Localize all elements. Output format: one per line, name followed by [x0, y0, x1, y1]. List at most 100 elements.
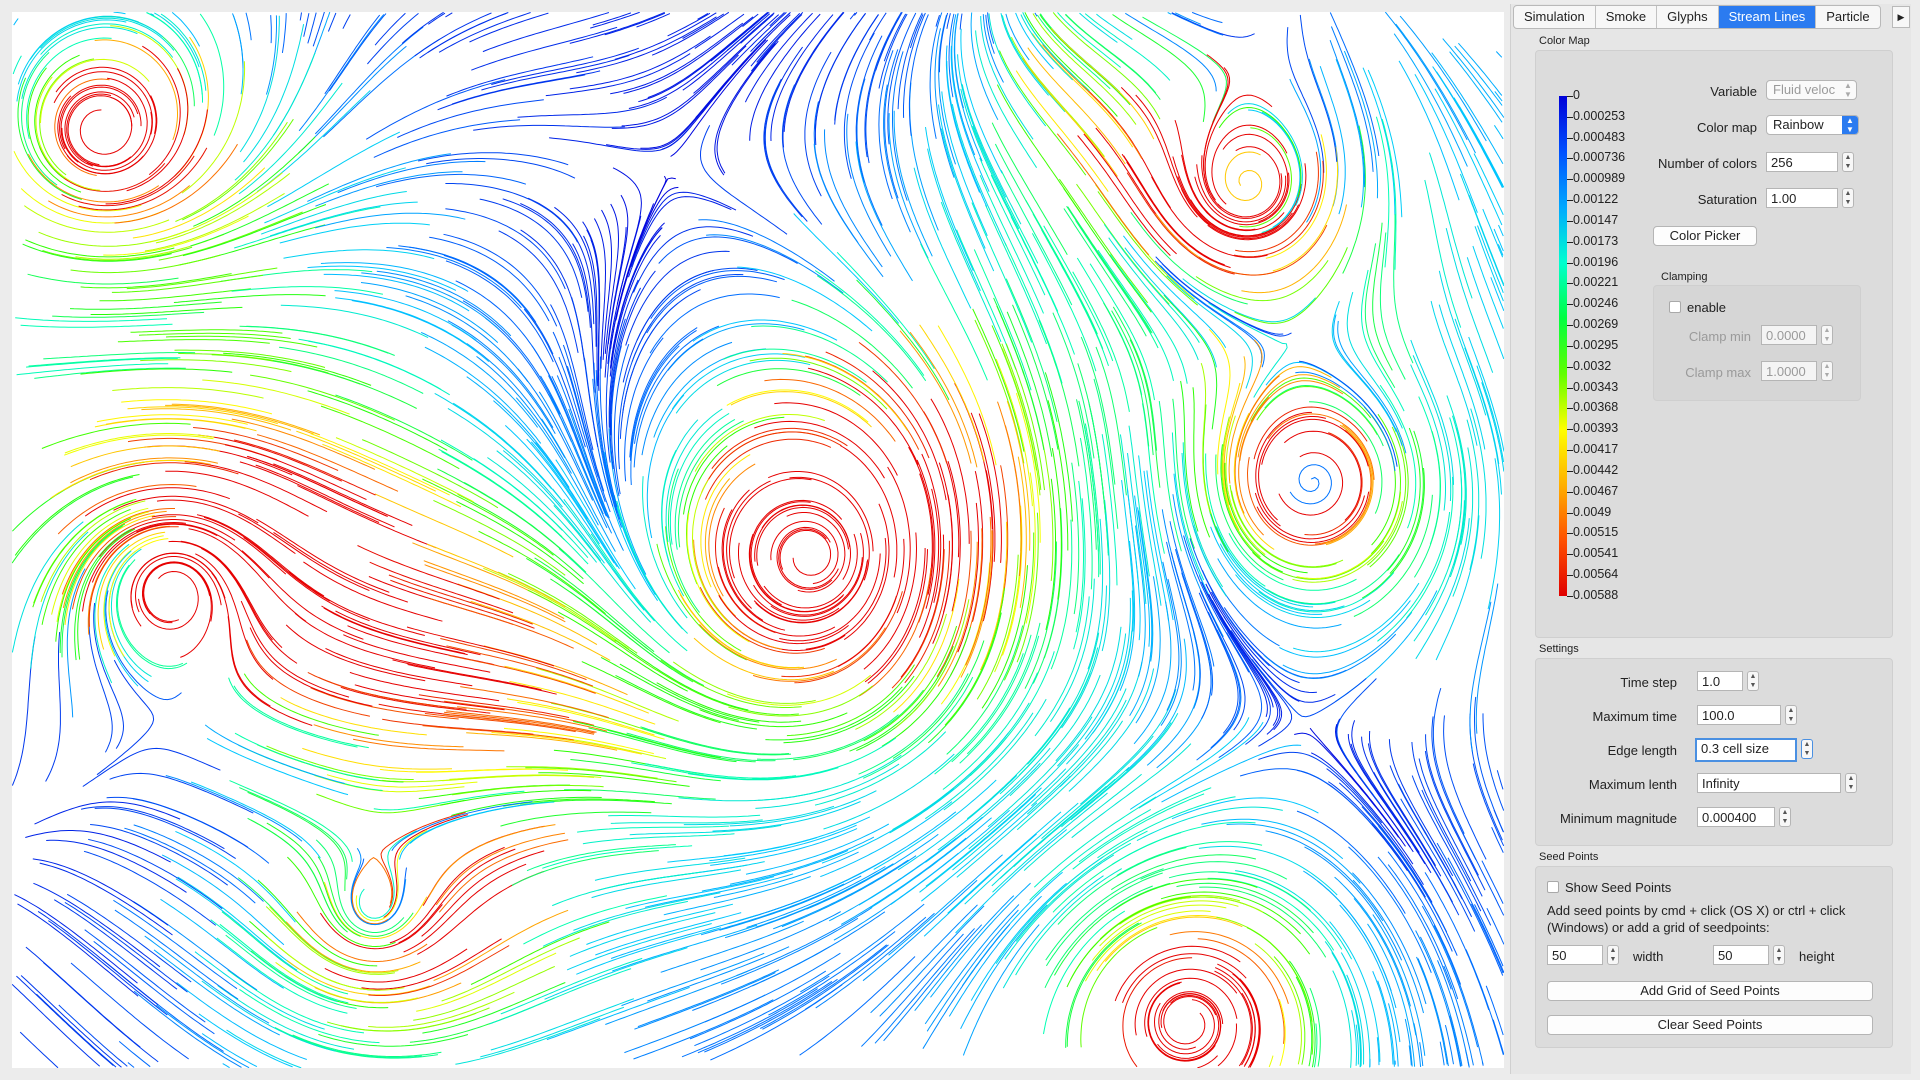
streamline — [112, 387, 264, 399]
streamline — [634, 972, 776, 1030]
edge-length-field[interactable]: 0.3 cell size — [1695, 738, 1797, 762]
streamline — [934, 28, 955, 178]
streamline — [422, 725, 574, 741]
add-grid-button[interactable]: Add Grid of Seed Points — [1547, 981, 1873, 1001]
saturation-field[interactable]: 1.00 — [1766, 188, 1838, 208]
legend-tick — [1567, 262, 1573, 264]
legend-tick — [1567, 595, 1573, 597]
streamline — [1071, 743, 1192, 839]
clamp-min-field[interactable]: 0.0000 — [1761, 325, 1817, 345]
streamline — [97, 531, 166, 650]
streamline — [517, 701, 665, 740]
streamline — [447, 407, 563, 508]
streamline — [1292, 500, 1403, 583]
streamline — [446, 710, 597, 733]
streamline — [409, 246, 537, 323]
clamp-enable-checkbox[interactable] — [1669, 301, 1681, 313]
streamline — [1400, 798, 1476, 932]
max-length-stepper[interactable]: ▲ ▼ — [1845, 773, 1857, 793]
streamline — [974, 319, 1025, 464]
streamline — [969, 651, 1055, 777]
streamline — [946, 625, 1024, 755]
streamline — [765, 686, 903, 741]
streamline — [1388, 1003, 1399, 1067]
streamline — [791, 299, 913, 389]
streamline — [1147, 981, 1216, 1062]
streamline — [1153, 999, 1215, 1055]
min-magnitude-field[interactable]: 0.000400 — [1697, 807, 1775, 827]
streamline — [313, 724, 464, 748]
seed-width-field[interactable]: 50 — [1547, 945, 1603, 965]
streamline — [440, 638, 587, 681]
max-time-stepper[interactable]: ▲ ▼ — [1785, 705, 1797, 725]
time-step-stepper[interactable]: ▲ ▼ — [1747, 671, 1759, 691]
seed-width-stepper[interactable]: ▲ ▼ — [1607, 945, 1619, 965]
variable-select[interactable]: Fluid veloc ▲ ▼ — [1766, 80, 1857, 100]
streamline-canvas[interactable] — [12, 12, 1504, 1068]
streamline — [590, 12, 640, 29]
streamline — [700, 883, 845, 936]
ncolors-stepper[interactable]: ▲ ▼ — [1842, 152, 1854, 172]
streamline — [783, 12, 845, 132]
tab-scroll-right-icon[interactable]: ▶ — [1892, 6, 1910, 28]
ncolors-label: Number of colors — [1658, 156, 1757, 171]
clear-seed-points-button[interactable]: Clear Seed Points — [1547, 1015, 1873, 1035]
streamline — [466, 343, 566, 459]
streamline — [89, 462, 239, 481]
streamline — [976, 554, 1019, 700]
streamline — [1061, 722, 1172, 828]
legend-tick — [1567, 470, 1573, 472]
clamp-min-stepper[interactable]: ▲ ▼ — [1821, 325, 1833, 345]
streamline — [914, 895, 1015, 1012]
streamline — [926, 909, 1019, 1032]
streamline — [1034, 596, 1090, 737]
streamline — [1350, 743, 1432, 874]
min-magnitude-stepper[interactable]: ▲ ▼ — [1779, 807, 1791, 827]
streamline — [700, 454, 751, 588]
streamline — [1047, 400, 1069, 551]
tab-stream-lines[interactable]: Stream Lines — [1718, 6, 1817, 28]
max-time-field[interactable]: 100.0 — [1697, 705, 1781, 725]
streamline — [1104, 916, 1243, 962]
streamline — [361, 272, 500, 330]
edge-length-stepper[interactable]: ▲ ▼ — [1801, 739, 1813, 759]
streamline — [645, 763, 797, 779]
tab-smoke[interactable]: Smoke — [1596, 6, 1658, 28]
tab-simulation[interactable]: Simulation — [1514, 6, 1596, 28]
legend-tick — [1567, 450, 1573, 452]
max-length-field[interactable]: Infinity — [1697, 773, 1841, 793]
streamline — [711, 427, 848, 470]
ncolors-field[interactable]: 256 — [1766, 152, 1838, 172]
streamline — [146, 12, 203, 103]
legend-tick — [1567, 137, 1573, 139]
colormap-select[interactable]: Rainbow ▲ ▼ — [1766, 115, 1859, 135]
streamline — [1237, 374, 1341, 458]
streamline — [749, 13, 821, 141]
streamline — [1377, 980, 1395, 1067]
seed-height-field[interactable]: 50 — [1713, 945, 1769, 965]
streamline — [699, 586, 825, 654]
streamline — [1498, 224, 1504, 237]
streamline — [392, 659, 542, 691]
seed-height-stepper[interactable]: ▲ ▼ — [1773, 945, 1785, 965]
streamline — [923, 411, 960, 558]
color-picker-button[interactable]: Color Picker — [1653, 226, 1757, 246]
streamline — [261, 191, 407, 235]
clamp-max-stepper[interactable]: ▲ ▼ — [1821, 361, 1833, 381]
streamline — [892, 732, 1009, 831]
streamline — [327, 12, 337, 32]
time-step-field[interactable]: 1.0 — [1697, 671, 1743, 691]
tab-particle[interactable]: Particle — [1826, 9, 1870, 24]
legend-tick — [1567, 554, 1573, 556]
streamline — [326, 774, 478, 788]
clamp-max-field[interactable]: 1.0000 — [1761, 361, 1817, 381]
streamline — [554, 206, 597, 347]
streamline — [1294, 732, 1400, 838]
tab-glyphs[interactable]: Glyphs — [1657, 6, 1719, 28]
streamline — [1061, 585, 1107, 729]
streamline — [660, 659, 802, 708]
streamline — [349, 671, 500, 702]
saturation-stepper[interactable]: ▲ ▼ — [1842, 188, 1854, 208]
streamline — [1215, 454, 1284, 581]
show-seed-points-checkbox[interactable] — [1547, 881, 1559, 893]
